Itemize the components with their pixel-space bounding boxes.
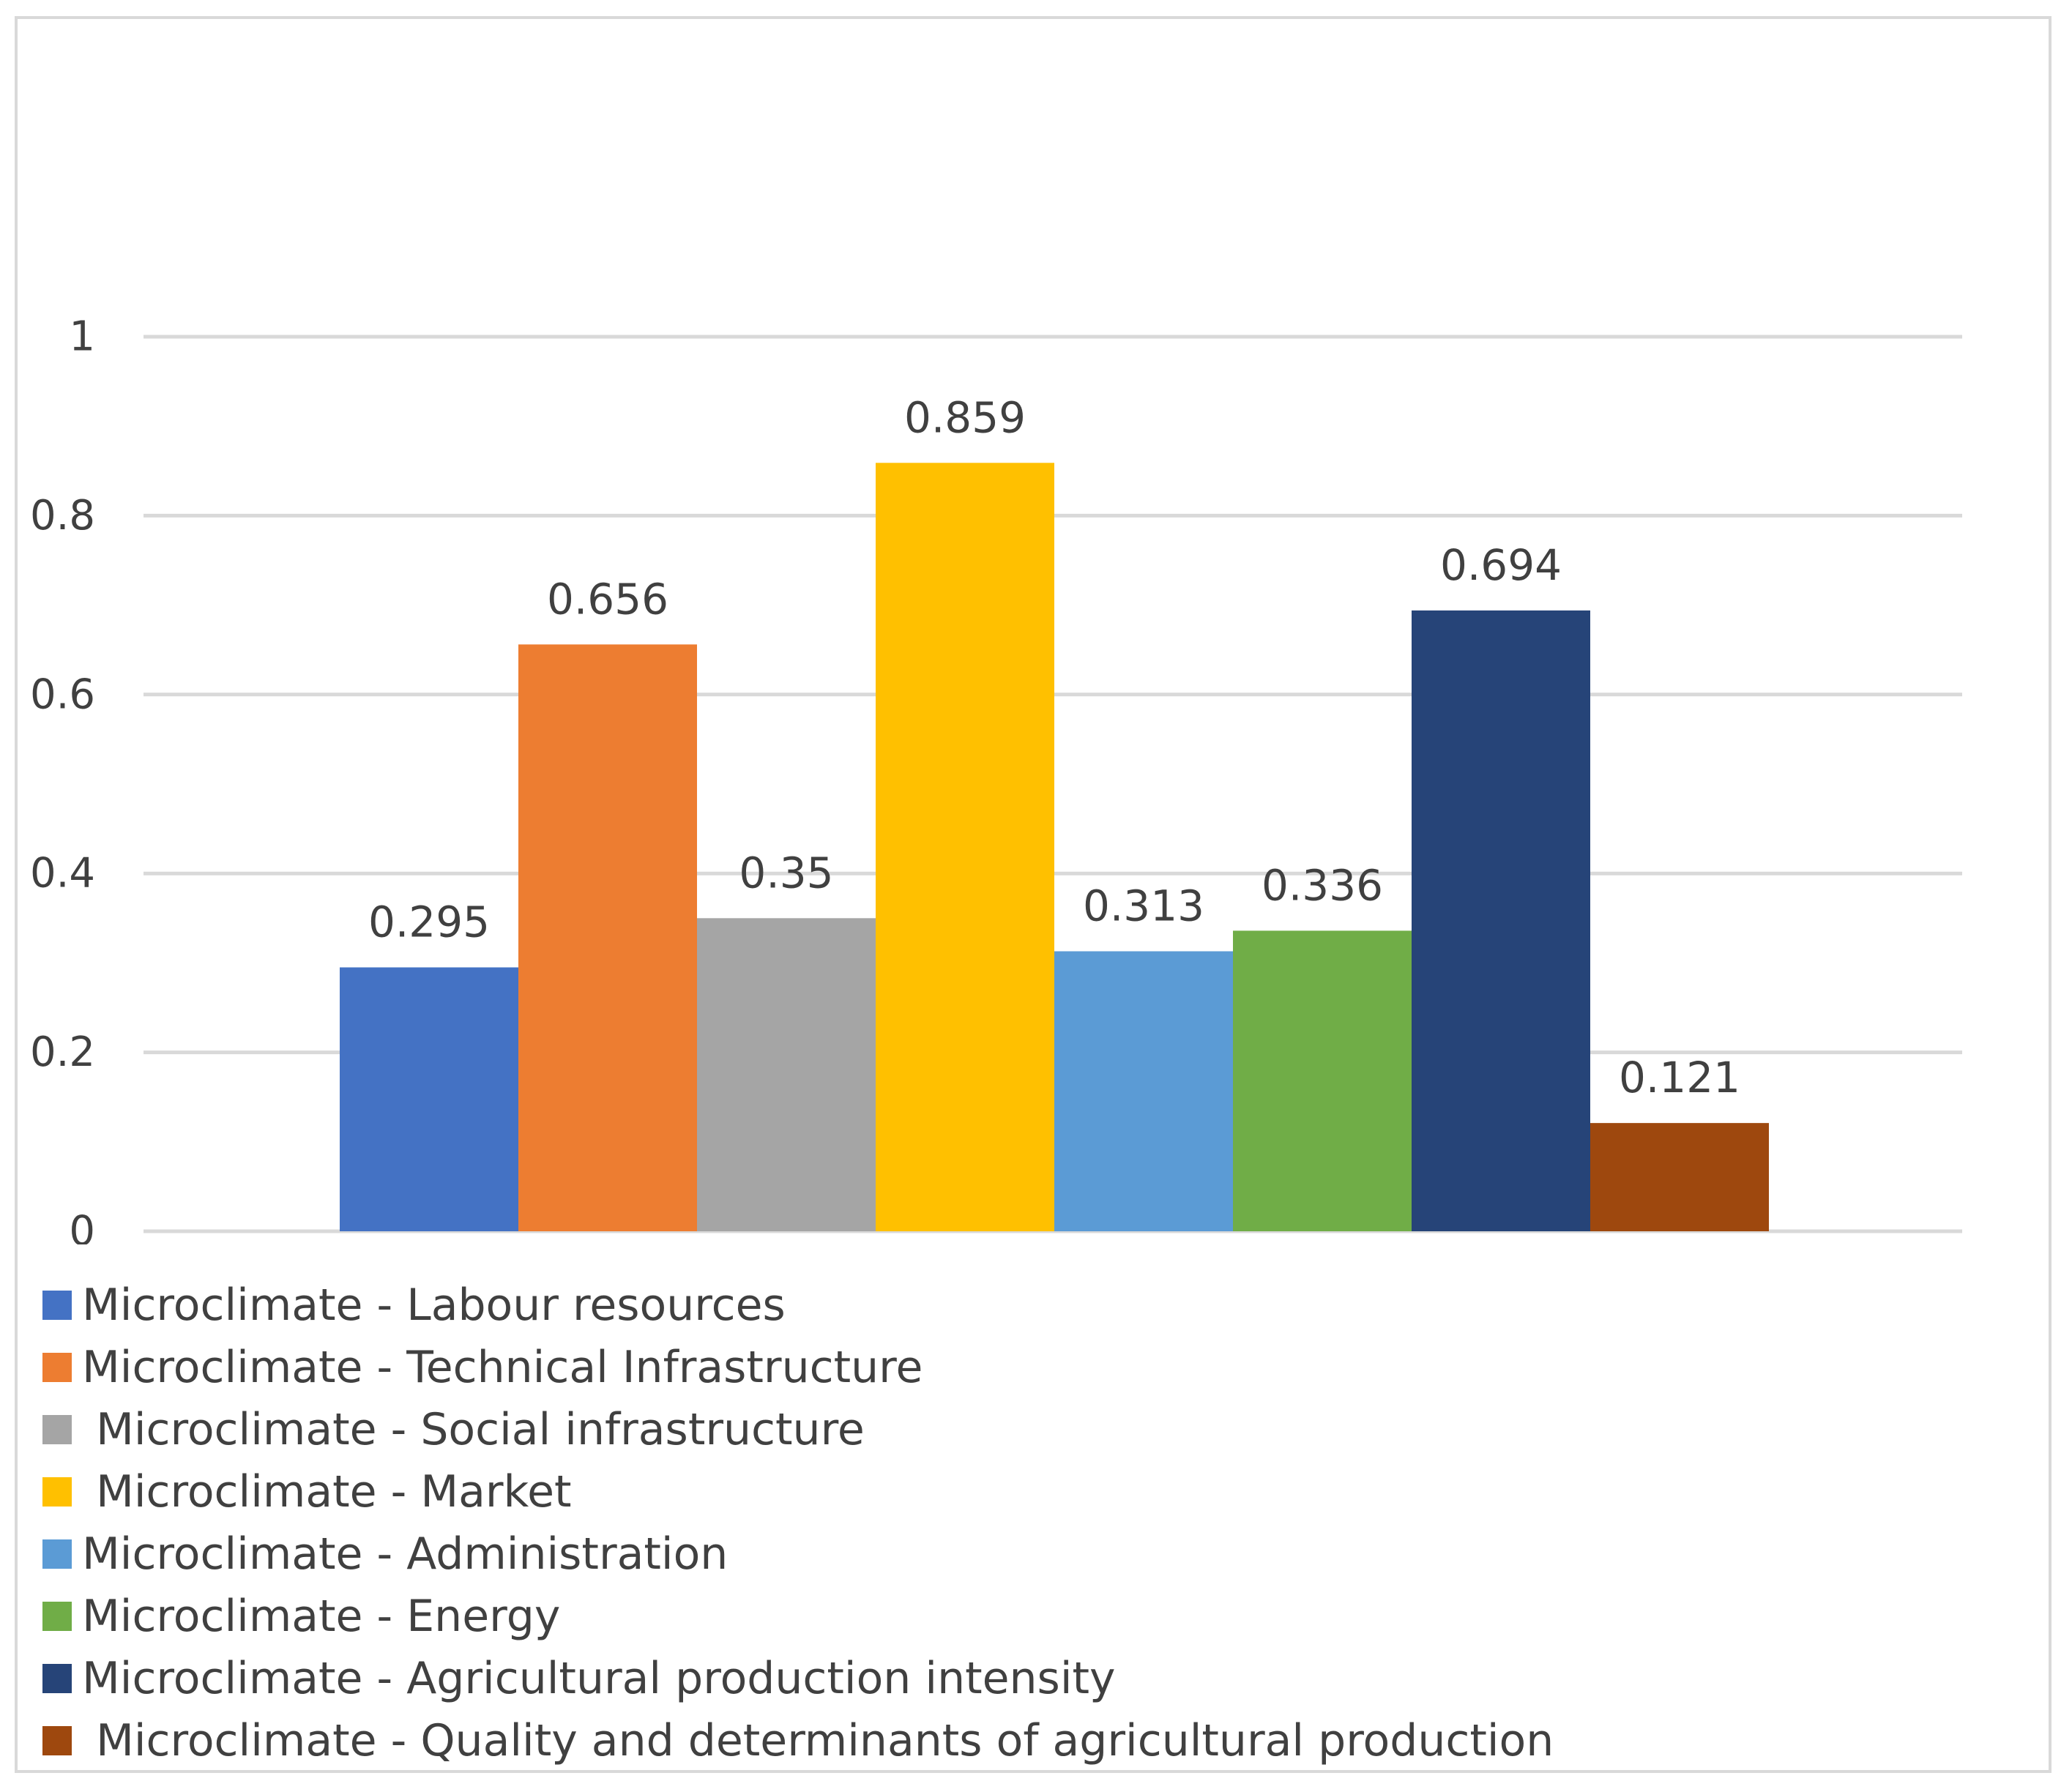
legend-label: Microclimate - Energy (82, 1590, 561, 1642)
legend-swatch (42, 1725, 72, 1755)
bar-1 (340, 967, 518, 1231)
legend-item-6: Microclimate - Energy (42, 1585, 1554, 1647)
y-tick-label: 0.8 (30, 492, 95, 540)
bars (340, 463, 1769, 1231)
legend-swatch (42, 1414, 72, 1444)
legend-swatch (42, 1539, 72, 1569)
legend-item-2: Microclimate - Technical Infrastructure (42, 1336, 1554, 1398)
legend-item-7: Microclimate - Agricultural production i… (42, 1647, 1554, 1709)
bar-2 (518, 644, 697, 1231)
legend-label: Microclimate - Administration (82, 1528, 728, 1580)
data-labels: 0.295 0.656 0.35 0.859 0.313 0.336 0.694 0.121 (368, 392, 1740, 1102)
legend-item-1: Microclimate - Labour resources (42, 1274, 1554, 1336)
legend-item-3: Microclimate - Social infrastructure (42, 1398, 1554, 1460)
bar-4 (876, 463, 1054, 1231)
legend-label: Microclimate - Agricultural production i… (82, 1652, 1116, 1704)
y-tick-label: 0 (69, 1208, 95, 1245)
data-label-1: 0.295 (368, 897, 490, 947)
data-label-4: 0.859 (904, 392, 1026, 442)
legend-label: Microclimate - Labour resources (82, 1279, 786, 1331)
bar-6 (1233, 930, 1412, 1231)
bar-5 (1054, 951, 1233, 1231)
bar-3 (697, 918, 876, 1231)
legend-swatch (42, 1476, 72, 1507)
y-tick-label: 0.4 (30, 850, 95, 897)
legend-item-8: Microclimate - Quality and determinants … (42, 1709, 1554, 1772)
legend-label: Microclimate - Market (82, 1466, 572, 1517)
data-label-7: 0.694 (1440, 540, 1562, 590)
legend-item-4: Microclimate - Market (42, 1460, 1554, 1523)
data-label-8: 0.121 (1619, 1053, 1740, 1102)
legend-swatch (42, 1601, 72, 1631)
legend-label: Microclimate - Social infrastructure (82, 1403, 865, 1455)
legend-swatch (42, 1352, 72, 1382)
legend: Microclimate - Labour resources Microclim… (42, 1274, 1554, 1772)
bar-7 (1412, 610, 1590, 1231)
y-tick-label: 0.6 (30, 671, 95, 718)
data-label-3: 0.35 (739, 848, 833, 897)
legend-label: Microclimate - Technical Infrastructure (82, 1341, 923, 1393)
legend-label: Microclimate - Quality and determinants … (82, 1714, 1554, 1766)
legend-swatch (42, 1290, 72, 1320)
bar-8 (1590, 1123, 1769, 1231)
y-tick-label: 1 (69, 313, 95, 361)
legend-item-5: Microclimate - Administration (42, 1523, 1554, 1585)
y-tick-label: 0.2 (30, 1028, 95, 1076)
y-axis-ticks: 0 0.2 0.4 0.6 0.8 1 (30, 313, 95, 1245)
data-label-5: 0.313 (1083, 881, 1204, 931)
legend-swatch (42, 1663, 72, 1693)
data-label-2: 0.656 (547, 574, 668, 624)
data-label-6: 0.336 (1262, 860, 1383, 910)
